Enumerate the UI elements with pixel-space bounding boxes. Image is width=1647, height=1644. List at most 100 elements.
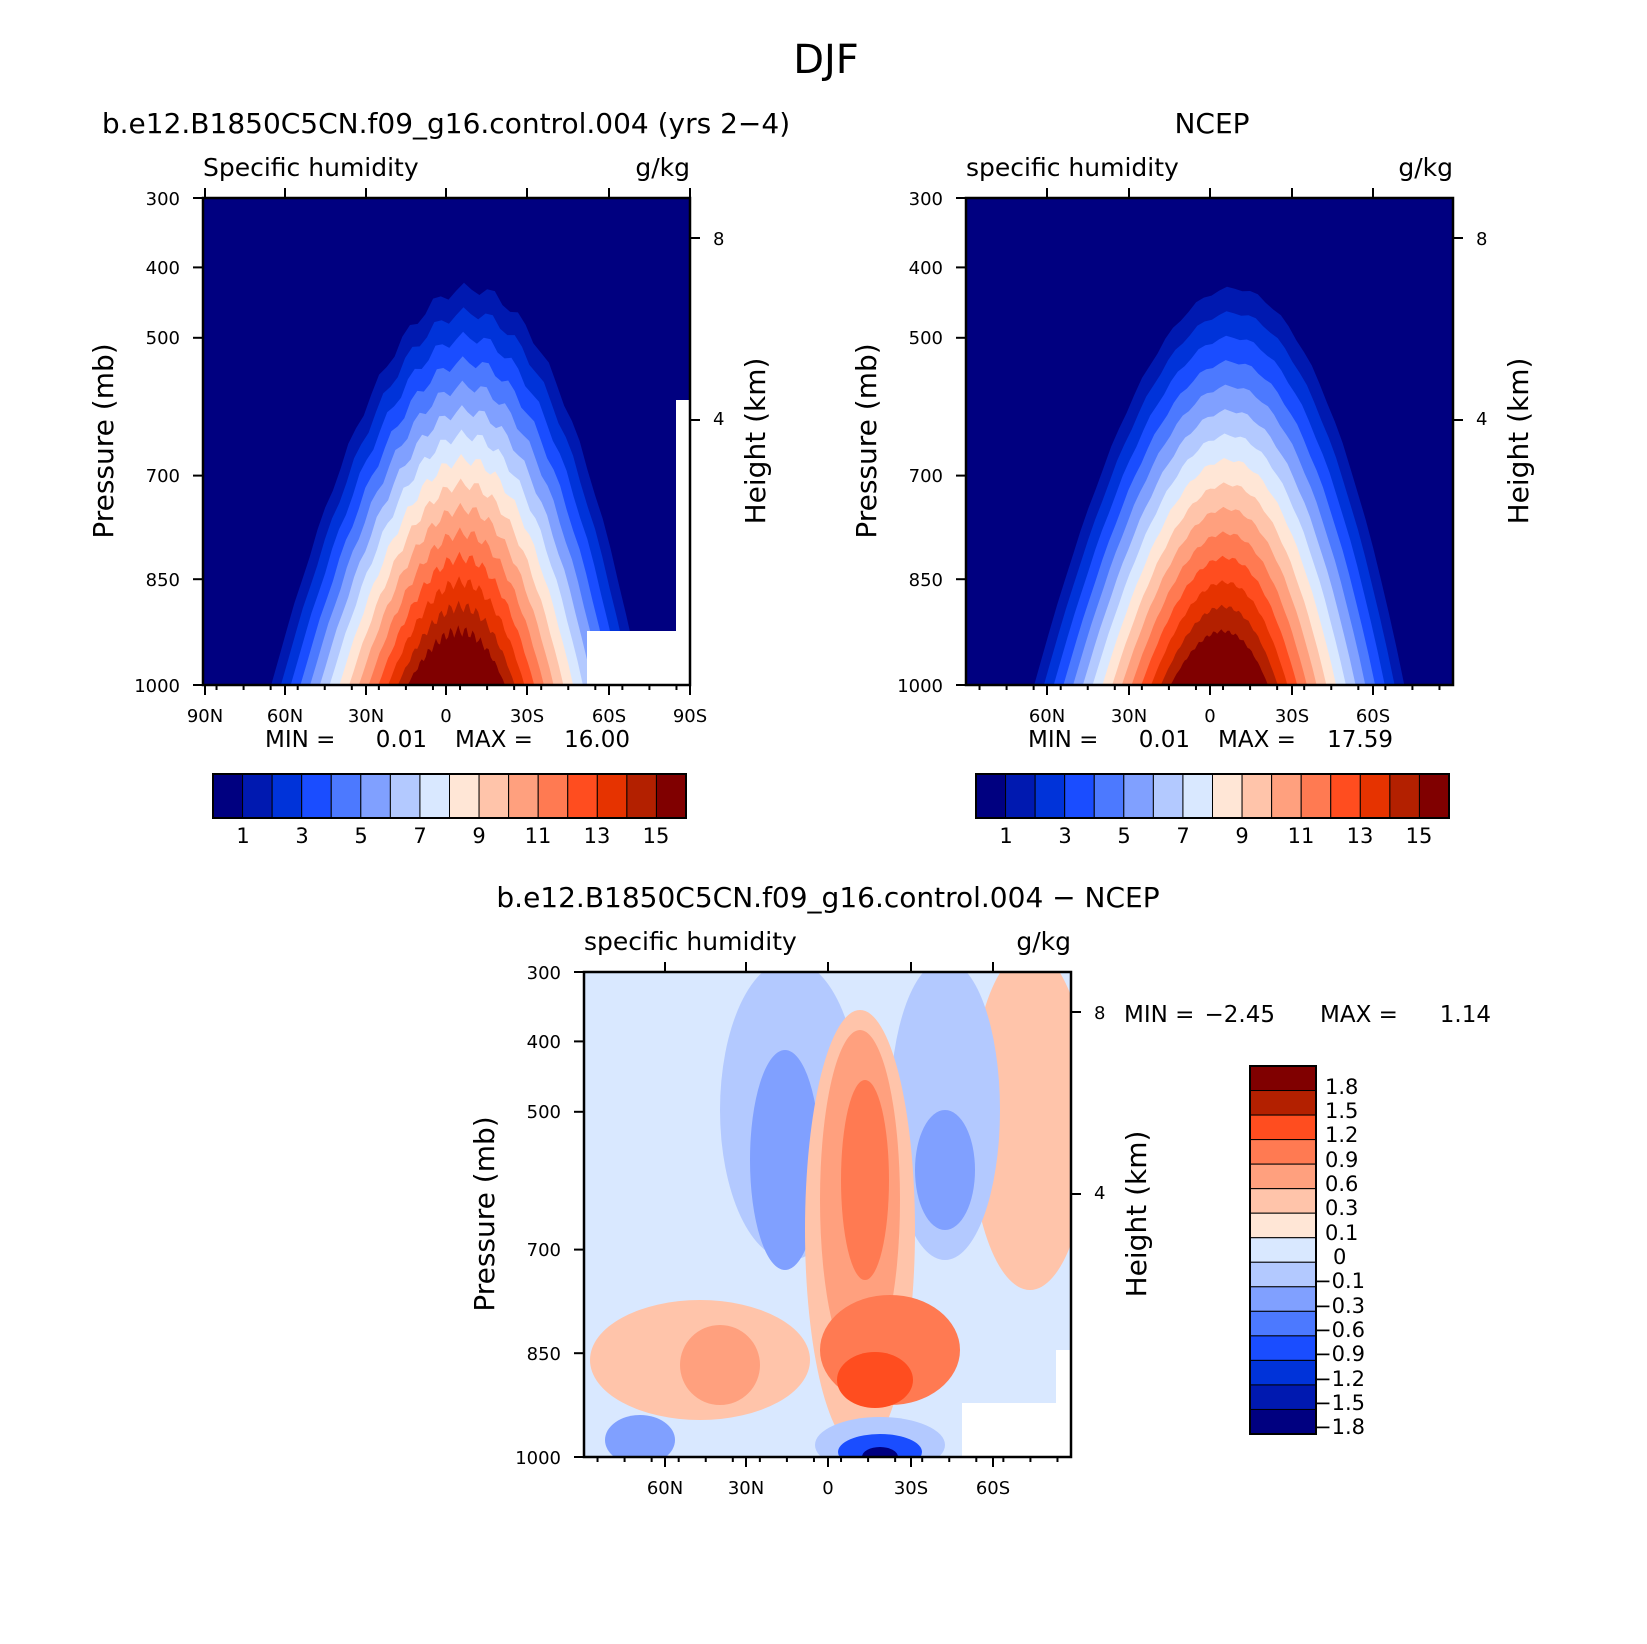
- ncep-cbar-box-9: [1241, 773, 1273, 819]
- ncep-x-tick-30s: 30S: [1275, 706, 1309, 727]
- ticks-difference: [574, 962, 1081, 1467]
- ncep-x-tick-60n: 60N: [1029, 706, 1065, 727]
- model-cbar-label-5: 5: [354, 824, 367, 848]
- ticks-model: [193, 188, 700, 695]
- diff-pos-lower-peak: [837, 1352, 913, 1408]
- model-height-tick-4: 4: [713, 409, 724, 430]
- ncep-cbar-box-10: [1271, 773, 1302, 819]
- diff-y-tick-1000: 1000: [515, 1448, 561, 1469]
- diff-cbar-box-8: [1249, 1261, 1317, 1288]
- model-cbar-label-15: 15: [643, 824, 670, 848]
- diff-neg-surface-core: [862, 1447, 898, 1457]
- model-cbar-box-5: [360, 773, 391, 819]
- diff-pos-column-core: [841, 1080, 889, 1280]
- ticks-ncep: [956, 188, 1463, 695]
- panel-difference-left-string: specific humidity: [584, 927, 797, 956]
- model-height-tick-8: 8: [713, 229, 724, 250]
- model-cbar-label-7: 7: [413, 824, 426, 848]
- ncep-cbar-label-7: 7: [1176, 824, 1189, 848]
- model-cbar-box-12: [567, 773, 598, 819]
- model-y-tick-500: 500: [146, 328, 180, 349]
- model-y-tick-1000: 1000: [134, 676, 180, 697]
- plot-area-ncep: [966, 198, 1453, 685]
- diff-missing-strip: [1056, 1350, 1071, 1405]
- model-missing-strip: [676, 400, 690, 632]
- diff-x-tick-60s: 60S: [976, 1478, 1010, 1499]
- ncep-y-axis-label: Pressure (mb): [850, 343, 883, 538]
- diff-cbar-label-0-6: 0.6: [1325, 1172, 1358, 1196]
- panel-ncep-right-string: g/kg: [1398, 153, 1453, 182]
- model-y-tick-850: 850: [146, 570, 180, 591]
- ncep-cbar-box-2: [1034, 773, 1066, 819]
- model-y-tick-300: 300: [146, 189, 180, 210]
- diff-cbar-frame: [1249, 1065, 1317, 1435]
- diff-cbar-label-m1-8: −1.8: [1314, 1415, 1365, 1439]
- diff-y-tick-400: 400: [527, 1032, 561, 1053]
- model-max-value: 16.00: [564, 727, 630, 753]
- model-cbar-label-3: 3: [295, 824, 308, 848]
- diff-min-label: MIN =: [1124, 1002, 1194, 1028]
- ncep-min-label: MIN =: [1028, 727, 1098, 753]
- ncep-cbar-label-13: 13: [1347, 824, 1374, 848]
- diff-cbar-label-m1-2: −1.2: [1314, 1367, 1365, 1391]
- model-height-axis-label: Height (km): [739, 358, 772, 525]
- model-min-label: MIN =: [265, 727, 335, 753]
- ncep-cbar-box-15: [1418, 773, 1450, 819]
- panel-ncep-title: NCEP: [1174, 107, 1249, 140]
- panel-model-left-string: Specific humidity: [203, 153, 419, 182]
- ncep-cbar-box-12: [1330, 773, 1361, 819]
- diff-cbar-box-5: [1249, 1188, 1317, 1214]
- diff-x-tick-0: 0: [822, 1478, 833, 1499]
- model-cbar-box-15: [655, 773, 687, 819]
- diff-cbar-label-1-5: 1.5: [1325, 1099, 1358, 1123]
- ncep-cbar-label-11: 11: [1288, 824, 1315, 848]
- model-cbar-box-8: [449, 773, 480, 819]
- ncep-cbar-label-3: 3: [1058, 824, 1071, 848]
- diff-cbar-label-0-1: 0.1: [1325, 1221, 1358, 1245]
- panel-model-right-string: g/kg: [635, 153, 690, 182]
- model-x-tick-30s: 30S: [510, 706, 544, 727]
- ncep-y-tick-400: 400: [909, 258, 943, 279]
- diff-neg-surface-mid: [838, 1434, 922, 1457]
- diff-cbar-box-6: [1249, 1212, 1317, 1239]
- diff-cbar-box-10: [1249, 1310, 1317, 1337]
- panel-model-title: b.e12.B1850C5CN.f09_g16.control.004 (yrs…: [102, 107, 790, 140]
- ncep-cbar-box-4: [1093, 773, 1125, 819]
- diff-cbar-label-1-8: 1.8: [1325, 1075, 1358, 1099]
- model-cbar-box-4: [330, 773, 362, 819]
- diff-cbar-label-m0-1: −0.1: [1314, 1269, 1365, 1293]
- ncep-cbar-box-7: [1182, 773, 1213, 819]
- figure-title: DJF: [793, 37, 859, 83]
- model-cbar-label-1: 1: [236, 824, 249, 848]
- model-x-tick-90s: 90S: [673, 706, 707, 727]
- ncep-y-tick-500: 500: [909, 328, 943, 349]
- diff-cbar-box-0: [1249, 1065, 1317, 1092]
- plot-area-model: [203, 198, 690, 685]
- ncep-cbar-label-9: 9: [1235, 824, 1248, 848]
- ncep-cbar-box-1: [1005, 773, 1036, 819]
- diff-neg-surface-left: [605, 1415, 675, 1457]
- diff-x-tick-60n: 60N: [647, 1478, 683, 1499]
- ncep-y-tick-300: 300: [909, 189, 943, 210]
- model-x-tick-60n: 60N: [267, 706, 303, 727]
- panel-difference-title: b.e12.B1850C5CN.f09_g16.control.004 − NC…: [496, 881, 1159, 914]
- ncep-cbar-box-8: [1212, 773, 1243, 819]
- diff-x-tick-30s: 30S: [894, 1478, 928, 1499]
- diff-cbar-box-12: [1249, 1359, 1317, 1386]
- diff-neg-core-right: [915, 1110, 975, 1230]
- diff-cbar-label-m1-5: −1.5: [1314, 1391, 1365, 1415]
- model-x-tick-30n: 30N: [348, 706, 384, 727]
- diff-cbar-box-2: [1249, 1114, 1317, 1141]
- colorbar-ncep: [975, 773, 1450, 819]
- ncep-cbar-box-14: [1389, 773, 1420, 819]
- ncep-cbar-box-3: [1064, 773, 1095, 819]
- diff-y-tick-500: 500: [527, 1102, 561, 1123]
- model-contour-level-15: [407, 625, 505, 685]
- diff-pos-lower-left-core: [680, 1325, 760, 1405]
- panel-difference: b.e12.B1850C5CN.f09_g16.control.004 − NC…: [468, 881, 1491, 1499]
- diff-neg-core-left: [750, 1050, 820, 1270]
- ncep-cbar-label-1: 1: [999, 824, 1012, 848]
- model-min-value: 0.01: [376, 727, 427, 753]
- diff-height-tick-8: 8: [1094, 1003, 1105, 1024]
- ncep-x-tick-60s: 60S: [1356, 706, 1390, 727]
